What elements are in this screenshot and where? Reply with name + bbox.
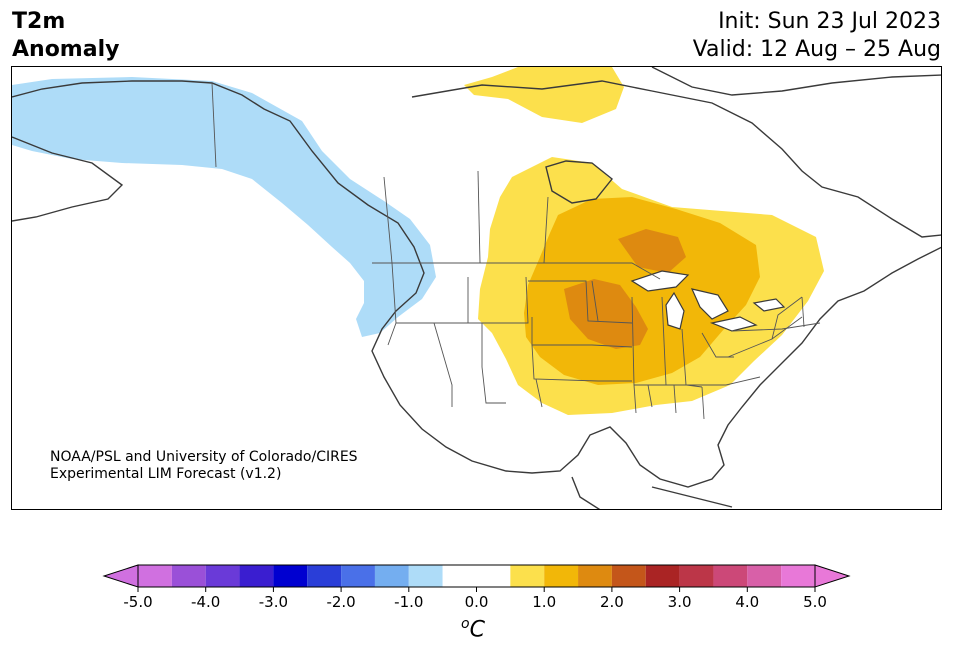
- colorbar-bin: [138, 565, 172, 587]
- valid-range: Valid: 12 Aug – 25 Aug: [692, 37, 941, 62]
- colorbar-tick-label: 0.0: [465, 593, 489, 611]
- credit-line-2: Experimental LIM Forecast (v1.2): [50, 466, 282, 482]
- init-date: Init: Sun 23 Jul 2023: [718, 9, 941, 34]
- colorbar-bin: [611, 565, 646, 587]
- colorbar: -5.0 -4.0 -3.0 -2.0 -1.0 0.0 1.0 2.0 3.0 4.0 5.0: [0, 560, 953, 650]
- colorbar-tick-label: 5.0: [803, 593, 827, 611]
- political-borders: [211, 82, 821, 420]
- great-lakes: [630, 270, 786, 332]
- colorbar-canvas: -5.0 -4.0 -3.0 -2.0 -1.0 0.0 1.0 2.0 3.0 4.0 5.0: [102, 564, 851, 611]
- colorbar-tick-label: 3.0: [668, 593, 692, 611]
- colorbar-bin: [442, 565, 511, 587]
- colorbar-bin: [578, 565, 612, 587]
- colorbar-over-extension: [814, 564, 851, 588]
- forecast-dates: Init: Sun 23 Jul 2023 Valid: 12 Aug – 25…: [693, 8, 941, 64]
- colorbar-unit: oC: [461, 616, 485, 642]
- unit-letter: C: [469, 617, 485, 643]
- colorbar-tick-label: 2.0: [600, 593, 624, 611]
- warm-anomaly-arctic: [464, 67, 624, 123]
- credit-line-1: NOAA/PSL and University of Colorado/CIRE…: [50, 449, 358, 465]
- map-title: T2m Anomaly: [12, 8, 119, 64]
- colorbar-bin: [781, 565, 815, 587]
- warm-anomaly-region-2: [524, 197, 760, 385]
- colorbar-bin: [713, 565, 748, 587]
- colorbar-bin: [679, 565, 714, 587]
- title-line-1: T2m: [12, 9, 66, 34]
- colorbar-tick-label: -5.0: [123, 593, 152, 611]
- colorbar-bin: [273, 565, 308, 587]
- colorbar-under-extension: [102, 564, 139, 588]
- cold-anomaly-region: [12, 77, 436, 337]
- colorbar-bin: [171, 565, 206, 587]
- colorbar-bin: [544, 565, 579, 587]
- colorbar-tick-label: -4.0: [191, 593, 220, 611]
- title-line-2: Anomaly: [12, 37, 120, 62]
- map-canvas: [12, 67, 941, 509]
- colorbar-bin: [747, 565, 782, 587]
- anomaly-map: NOAA/PSL and University of Colorado/CIRE…: [11, 66, 942, 510]
- colorbar-tick-label: -1.0: [394, 593, 423, 611]
- colorbar-bin: [374, 565, 409, 587]
- colorbar-tick-label: 4.0: [735, 593, 759, 611]
- colorbar-bin: [510, 565, 545, 587]
- data-credit: NOAA/PSL and University of Colorado/CIRE…: [50, 449, 358, 483]
- colorbar-tick-label: -3.0: [259, 593, 288, 611]
- warm-anomaly-region-4: [564, 279, 648, 349]
- coastlines: [12, 67, 941, 509]
- colorbar-bin: [645, 565, 680, 587]
- warm-anomaly-region-3: [618, 229, 686, 273]
- colorbar-bin: [205, 565, 240, 587]
- unit-superscript: o: [461, 616, 470, 632]
- colorbar-bin: [408, 565, 443, 587]
- colorbar-bin: [341, 565, 375, 587]
- colorbar-tick-label: 1.0: [532, 593, 556, 611]
- colorbar-bin: [239, 565, 274, 587]
- colorbar-tick-label: -2.0: [326, 593, 355, 611]
- colorbar-bin: [307, 565, 342, 587]
